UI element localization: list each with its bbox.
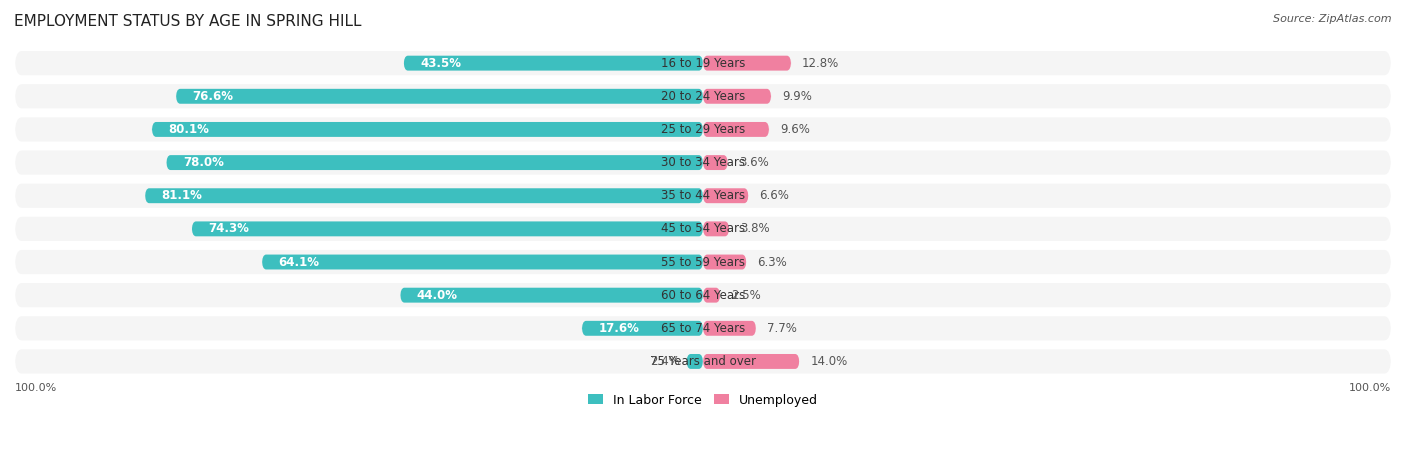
Text: 25 to 29 Years: 25 to 29 Years [661,123,745,136]
FancyBboxPatch shape [703,288,720,303]
FancyBboxPatch shape [15,51,1391,75]
Text: 12.8%: 12.8% [801,57,839,69]
FancyBboxPatch shape [703,122,769,137]
Text: 9.9%: 9.9% [782,90,813,103]
FancyBboxPatch shape [262,254,703,270]
Text: 3.6%: 3.6% [738,156,769,169]
Text: 65 to 74 Years: 65 to 74 Years [661,322,745,335]
FancyBboxPatch shape [15,117,1391,142]
Text: 60 to 64 Years: 60 to 64 Years [661,289,745,302]
Text: 20 to 24 Years: 20 to 24 Years [661,90,745,103]
FancyBboxPatch shape [15,350,1391,373]
FancyBboxPatch shape [703,188,748,203]
Text: 78.0%: 78.0% [183,156,224,169]
Text: 75 Years and over: 75 Years and over [650,355,756,368]
Text: 9.6%: 9.6% [780,123,810,136]
Text: EMPLOYMENT STATUS BY AGE IN SPRING HILL: EMPLOYMENT STATUS BY AGE IN SPRING HILL [14,14,361,28]
Text: 100.0%: 100.0% [1348,383,1391,393]
FancyBboxPatch shape [703,321,756,336]
FancyBboxPatch shape [686,354,703,369]
Text: 2.4%: 2.4% [650,355,679,368]
FancyBboxPatch shape [15,151,1391,175]
Text: 6.3%: 6.3% [758,256,787,268]
Text: 30 to 34 Years: 30 to 34 Years [661,156,745,169]
Text: 14.0%: 14.0% [810,355,848,368]
FancyBboxPatch shape [703,89,770,104]
FancyBboxPatch shape [176,89,703,104]
Text: 55 to 59 Years: 55 to 59 Years [661,256,745,268]
Text: 17.6%: 17.6% [599,322,640,335]
Text: 16 to 19 Years: 16 to 19 Years [661,57,745,69]
Text: 6.6%: 6.6% [759,189,789,202]
Text: 35 to 44 Years: 35 to 44 Years [661,189,745,202]
FancyBboxPatch shape [152,122,703,137]
Text: 76.6%: 76.6% [193,90,233,103]
Text: 43.5%: 43.5% [420,57,461,69]
FancyBboxPatch shape [15,184,1391,208]
FancyBboxPatch shape [703,354,800,369]
Text: Source: ZipAtlas.com: Source: ZipAtlas.com [1274,14,1392,23]
Text: 100.0%: 100.0% [15,383,58,393]
FancyBboxPatch shape [15,250,1391,274]
Legend: In Labor Force, Unemployed: In Labor Force, Unemployed [583,389,823,412]
Text: 7.7%: 7.7% [768,322,797,335]
FancyBboxPatch shape [15,217,1391,241]
FancyBboxPatch shape [404,55,703,71]
Text: 2.5%: 2.5% [731,289,761,302]
FancyBboxPatch shape [15,316,1391,341]
FancyBboxPatch shape [703,155,728,170]
Text: 81.1%: 81.1% [162,189,202,202]
Text: 80.1%: 80.1% [169,123,209,136]
Text: 45 to 54 Years: 45 to 54 Years [661,222,745,235]
FancyBboxPatch shape [401,288,703,303]
Text: 44.0%: 44.0% [416,289,458,302]
Text: 3.8%: 3.8% [740,222,769,235]
FancyBboxPatch shape [703,221,730,236]
FancyBboxPatch shape [582,321,703,336]
FancyBboxPatch shape [166,155,703,170]
FancyBboxPatch shape [191,221,703,236]
FancyBboxPatch shape [15,84,1391,108]
FancyBboxPatch shape [703,254,747,270]
Text: 74.3%: 74.3% [208,222,249,235]
Text: 64.1%: 64.1% [278,256,319,268]
FancyBboxPatch shape [15,283,1391,307]
FancyBboxPatch shape [703,55,792,71]
FancyBboxPatch shape [145,188,703,203]
